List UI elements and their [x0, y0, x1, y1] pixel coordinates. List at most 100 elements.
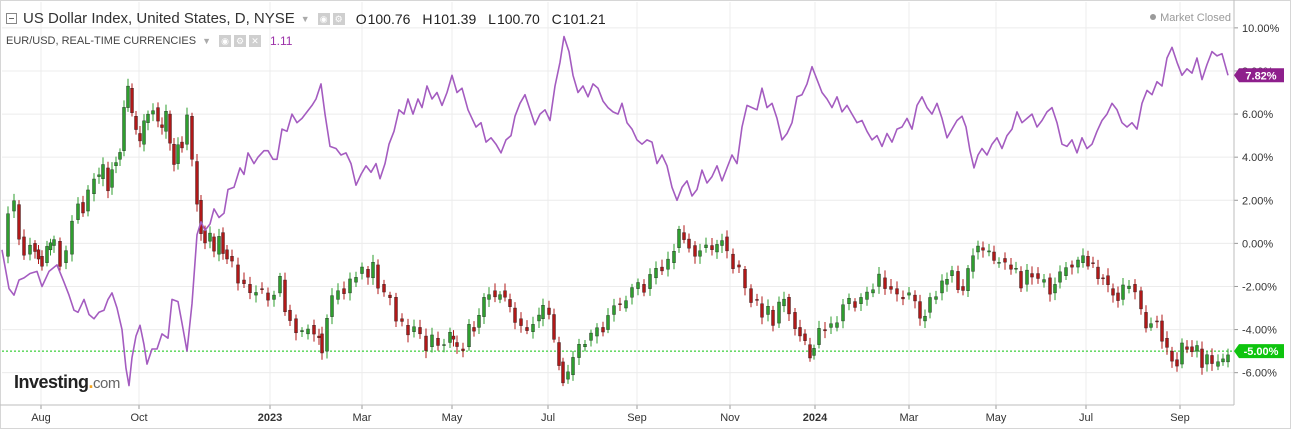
candle-body: [1030, 273, 1034, 278]
candle-body: [648, 274, 652, 289]
compare-dropdown-caret-icon[interactable]: ▼: [202, 36, 211, 46]
candle-body: [64, 250, 68, 263]
candle-body: [110, 169, 114, 188]
candle-body: [40, 256, 44, 267]
candle-body: [260, 288, 264, 290]
compare-eye-icon[interactable]: ◉: [219, 35, 231, 47]
candle-body: [12, 200, 16, 212]
x-tick-label: Mar: [900, 412, 919, 424]
candle-body: [1091, 262, 1095, 264]
candle-body: [537, 314, 541, 322]
candle-body: [577, 344, 581, 358]
level-value-tag: -5.00%: [1234, 344, 1284, 359]
candle-body: [122, 107, 126, 151]
candle-body: [693, 245, 697, 257]
candle-body: [58, 241, 62, 267]
y-tick-label: -2.00%: [1242, 281, 1277, 293]
candle-body: [624, 300, 628, 309]
x-tick-label: 2024: [803, 412, 828, 424]
ohlc-value-close: 101.21: [562, 10, 606, 27]
candle-body: [654, 268, 658, 279]
candle-body: [248, 284, 252, 294]
candle-body: [1070, 264, 1074, 268]
candle-body: [557, 342, 561, 366]
candle-body: [278, 276, 282, 294]
candle-body: [306, 328, 310, 335]
candle-body: [156, 107, 160, 122]
candle-body: [160, 124, 164, 128]
candle-body: [1180, 342, 1184, 365]
candle-body: [1175, 359, 1179, 367]
candle-body: [451, 335, 456, 340]
candle-body: [755, 299, 759, 301]
candle-body: [808, 344, 812, 359]
candle-body: [817, 328, 821, 345]
candle-body: [595, 327, 599, 337]
candle-body: [731, 253, 735, 269]
candle-body: [682, 232, 686, 240]
candle-body: [961, 286, 965, 291]
candle-body: [928, 297, 932, 313]
candle-body: [710, 245, 714, 250]
candle-body: [195, 161, 199, 205]
candle-body: [636, 282, 640, 289]
compare-close-icon[interactable]: ✕: [249, 35, 261, 47]
candle-body: [114, 162, 118, 166]
y-tick-label: 4.00%: [1242, 152, 1273, 164]
candle-body: [601, 327, 605, 333]
candle-body: [208, 232, 212, 242]
candle-body: [997, 262, 1001, 264]
x-tick-label: May: [986, 412, 1007, 424]
candle-body: [561, 361, 565, 384]
candle-body: [847, 297, 851, 304]
candle-body: [97, 174, 101, 177]
candle-body: [956, 271, 960, 290]
candle-body: [498, 294, 502, 300]
candle-body: [793, 312, 797, 329]
candlestick-series[interactable]: [6, 78, 1230, 387]
compare-gear-icon[interactable]: ⚙: [234, 35, 246, 47]
settings-gear-icon[interactable]: ⚙: [332, 12, 345, 25]
candle-body: [760, 303, 764, 318]
candle-body: [552, 314, 556, 340]
candle-body: [366, 269, 370, 278]
candle-body: [1185, 346, 1189, 350]
candle-body: [168, 113, 172, 144]
candle-body: [52, 239, 56, 246]
candle-body: [320, 333, 324, 354]
candle-body: [1058, 271, 1062, 283]
candle-body: [853, 301, 857, 308]
candle-body: [1155, 320, 1159, 323]
candle-body: [541, 305, 545, 319]
candle-body: [6, 213, 10, 257]
visibility-eye-icon[interactable]: ◉: [317, 12, 330, 25]
candle-body: [172, 144, 176, 165]
candle-body: [907, 292, 911, 296]
candle-body: [442, 344, 446, 346]
candle-body: [913, 294, 917, 302]
level-value-tag-bg: [1234, 344, 1284, 359]
candle-body: [354, 277, 358, 283]
candle-body: [976, 245, 980, 253]
candle-body: [130, 88, 134, 113]
candle-body: [687, 238, 691, 249]
candle-body: [777, 301, 781, 324]
investing-logo: Investing.com: [14, 372, 120, 393]
candle-body: [666, 258, 670, 270]
candle-body: [1111, 288, 1115, 296]
candle-body: [992, 251, 996, 261]
candle-body: [1116, 292, 1120, 301]
dropdown-caret-icon[interactable]: ▼: [300, 13, 310, 24]
eurusd-last-value-tag-label: 7.82%: [1245, 70, 1276, 82]
candle-body: [895, 288, 899, 295]
collapse-toggle-icon[interactable]: [6, 13, 17, 24]
candle-body: [1086, 256, 1090, 267]
candle-body: [571, 357, 575, 376]
candle-body: [28, 244, 32, 255]
candle-body: [424, 335, 428, 351]
candle-body: [70, 220, 74, 255]
line-series[interactable]: [1, 35, 1229, 387]
candle-body: [677, 228, 681, 248]
candle-body: [1133, 284, 1137, 293]
